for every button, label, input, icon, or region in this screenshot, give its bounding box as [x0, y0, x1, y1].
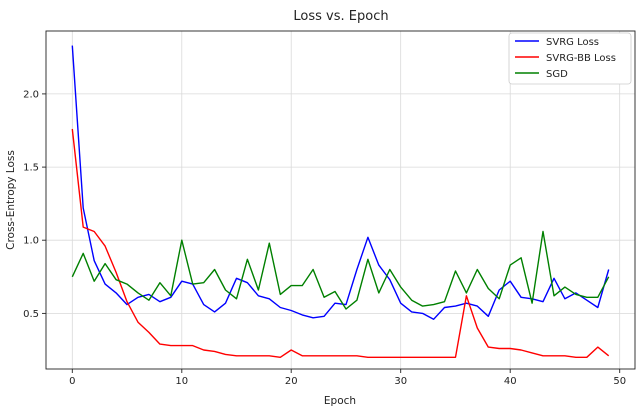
x-axis-label: Epoch — [324, 395, 356, 407]
x-tick-label: 50 — [613, 376, 626, 387]
plot-frame — [45, 30, 636, 370]
x-tick-label: 30 — [394, 376, 407, 387]
x-tick-label: 20 — [285, 376, 298, 387]
series-line-sgd — [71, 230, 610, 310]
x-tick-label: 0 — [69, 376, 75, 387]
x-axis-ticks: 0 10 20 30 40 50 — [69, 369, 626, 387]
series-lines — [71, 45, 610, 358]
series-line-svrg-bb — [71, 128, 610, 358]
legend-label-sgd: SGD — [546, 69, 568, 80]
y-tick-label: 0.5 — [23, 309, 39, 320]
series-line-svrg — [71, 45, 610, 320]
y-tick-label: 1.5 — [23, 163, 39, 174]
y-axis-label: Cross-Entropy Loss — [5, 150, 17, 250]
y-tick-label: 1.0 — [23, 236, 39, 247]
x-tick-label: 40 — [504, 376, 517, 387]
grid-lines — [46, 31, 635, 369]
chart-title: Loss vs. Epoch — [293, 9, 388, 24]
legend: SVRG Loss SVRG-BB Loss SGD — [508, 32, 632, 85]
y-tick-label: 2.0 — [23, 89, 39, 100]
y-axis-ticks: 0.5 1.0 1.5 2.0 — [23, 89, 46, 320]
legend-label-svrg-bb: SVRG-BB Loss — [546, 53, 616, 64]
legend-box — [508, 32, 632, 85]
legend-label-svrg: SVRG Loss — [546, 37, 599, 48]
x-tick-label: 10 — [175, 376, 188, 387]
